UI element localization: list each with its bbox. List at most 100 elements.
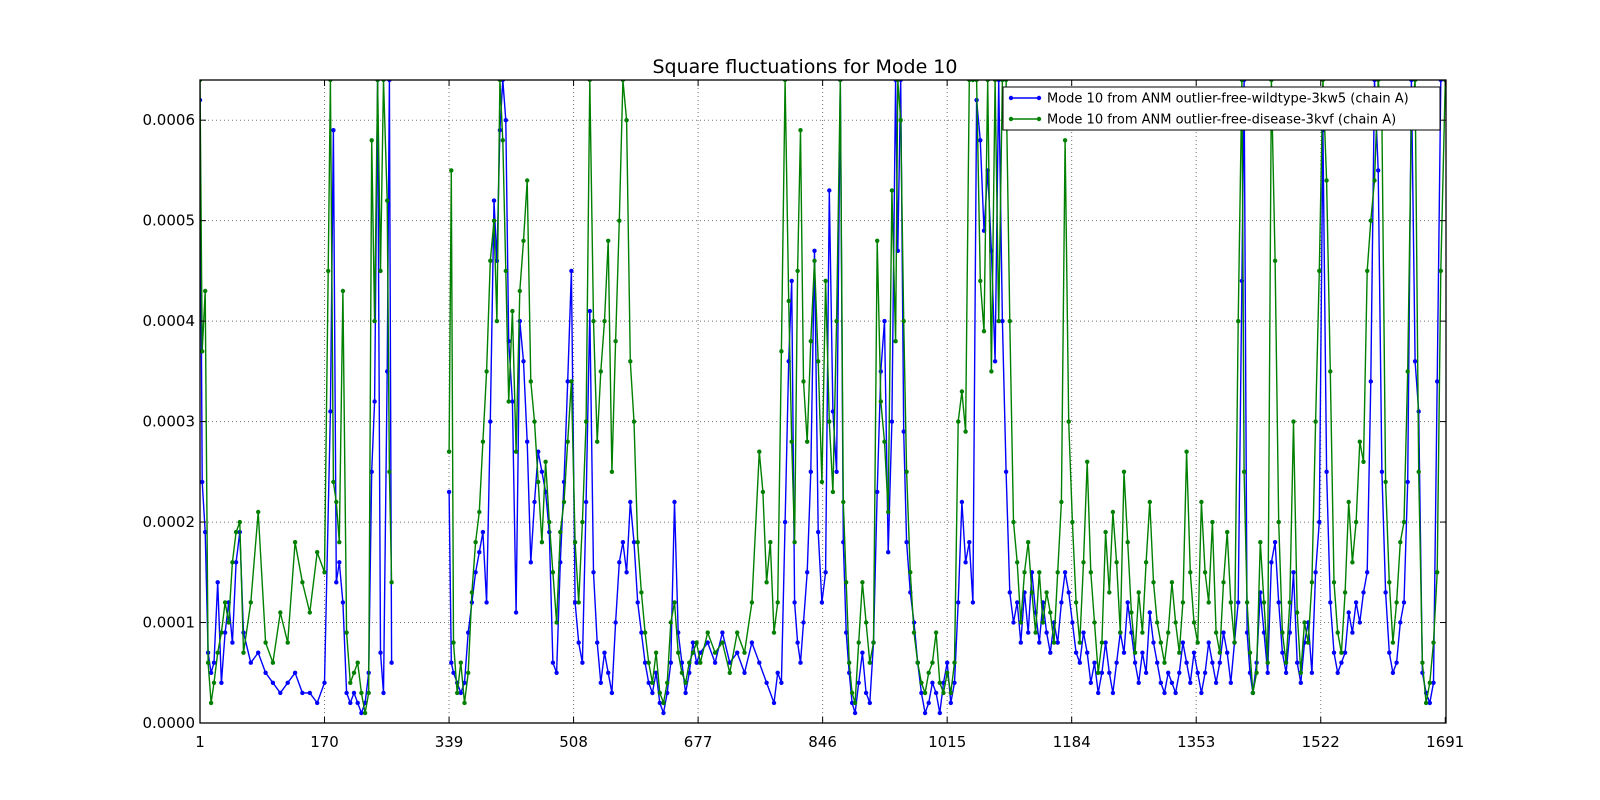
data-point	[1398, 620, 1403, 625]
data-point	[355, 660, 360, 665]
data-point	[1350, 630, 1355, 635]
data-point	[572, 540, 578, 545]
data-point	[517, 288, 522, 294]
data-point	[1085, 459, 1090, 464]
data-point	[613, 620, 618, 625]
data-point	[863, 620, 869, 625]
data-point	[757, 660, 762, 665]
data-point	[1379, 469, 1385, 474]
legend-entry-label: Mode 10 from ANM outlier-free-disease-3k…	[1047, 113, 1396, 128]
data-point	[278, 690, 283, 696]
data-point	[1191, 650, 1197, 655]
data-point	[469, 590, 475, 595]
data-point	[1213, 680, 1219, 685]
data-point	[1062, 138, 1068, 143]
data-point	[554, 670, 559, 675]
data-point	[521, 359, 526, 364]
data-point	[208, 670, 214, 675]
data-point	[735, 630, 740, 635]
data-point	[1118, 630, 1123, 635]
data-point	[1173, 620, 1178, 625]
data-point	[233, 560, 239, 565]
data-point	[528, 379, 533, 384]
data-point	[569, 268, 574, 274]
data-point	[200, 349, 205, 354]
data-point	[1401, 519, 1407, 525]
data-point	[606, 670, 611, 675]
data-point	[847, 660, 852, 665]
data-point	[1132, 650, 1138, 655]
data-point	[1195, 670, 1200, 675]
data-point	[672, 499, 677, 505]
data-point	[256, 650, 261, 655]
x-tick-label: 1015	[928, 733, 966, 751]
data-point	[735, 650, 740, 655]
data-point	[875, 489, 880, 495]
data-point	[1073, 650, 1079, 655]
data-point	[631, 419, 637, 424]
data-point	[263, 670, 268, 675]
data-point	[1265, 670, 1270, 675]
data-point	[720, 630, 725, 635]
data-point	[451, 640, 456, 645]
data-point	[1073, 600, 1079, 605]
data-point	[1353, 519, 1359, 525]
data-point	[1037, 570, 1042, 575]
data-point	[580, 660, 585, 665]
data-point	[617, 560, 622, 565]
data-point	[816, 359, 821, 364]
data-point	[1324, 178, 1329, 183]
data-point	[1136, 680, 1141, 685]
data-point	[248, 660, 253, 665]
data-point	[1317, 268, 1322, 274]
data-point	[819, 479, 825, 485]
data-point	[322, 570, 327, 575]
data-point	[639, 590, 644, 595]
data-point	[1394, 600, 1399, 605]
data-point	[1044, 630, 1049, 635]
data-point	[959, 499, 965, 505]
x-tick-label: 508	[559, 733, 588, 751]
data-point	[226, 620, 231, 625]
data-point	[348, 680, 353, 685]
legend-box	[1002, 86, 1441, 131]
data-point	[792, 600, 797, 605]
data-point	[863, 690, 869, 696]
data-point	[1173, 690, 1178, 696]
y-tick-label: 0.0001	[143, 614, 196, 632]
data-point	[1081, 630, 1086, 635]
data-point	[1258, 540, 1263, 545]
data-point	[672, 600, 677, 605]
data-point	[852, 710, 858, 716]
data-point	[1324, 469, 1329, 474]
data-point	[569, 379, 574, 384]
data-point	[1195, 640, 1200, 645]
data-point	[1225, 650, 1230, 655]
data-point	[1394, 660, 1399, 665]
data-point	[580, 519, 585, 525]
data-point	[554, 620, 559, 625]
data-point	[1169, 680, 1175, 685]
data-point	[668, 660, 673, 665]
data-point	[922, 710, 928, 716]
data-point	[764, 580, 769, 585]
data-point	[886, 550, 891, 555]
data-point	[827, 188, 832, 193]
data-point	[1350, 560, 1355, 565]
data-point	[1228, 600, 1234, 605]
data-point	[1114, 560, 1119, 565]
data-point	[351, 670, 357, 675]
data-point	[372, 318, 377, 324]
data-point	[315, 700, 320, 706]
data-point	[565, 379, 570, 384]
data-point	[959, 389, 965, 394]
data-point	[844, 630, 849, 635]
data-point	[1184, 660, 1189, 665]
data-point	[1077, 660, 1083, 665]
data-point	[1361, 459, 1366, 464]
data-point	[789, 439, 794, 444]
data-point	[1092, 660, 1097, 665]
data-point	[532, 419, 537, 424]
data-point	[1158, 640, 1164, 645]
